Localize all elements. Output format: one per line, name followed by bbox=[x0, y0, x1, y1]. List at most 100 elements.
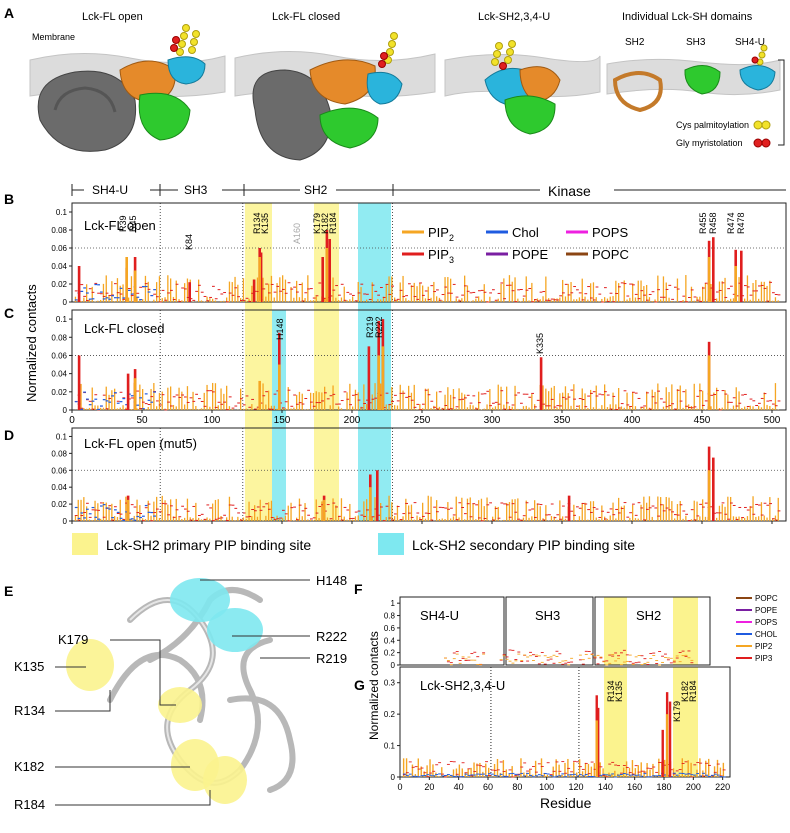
noise-bar-pip2 bbox=[550, 387, 553, 410]
noise-bar-pip2 bbox=[598, 301, 600, 302]
noise-bar-pip2 bbox=[164, 408, 166, 410]
noise-bar-pip2 bbox=[534, 500, 536, 521]
noise-bar-pip2 bbox=[497, 506, 499, 521]
noise-bar-pip2 bbox=[458, 388, 460, 410]
noise-bar-pip2 bbox=[363, 501, 365, 521]
noise-bar-pip2 bbox=[494, 406, 497, 410]
noise-bar-pip2 bbox=[654, 391, 656, 410]
noise-bar-pip2 bbox=[615, 518, 617, 521]
noise-bar-pip2 bbox=[508, 275, 511, 302]
noise-bar-pip2 bbox=[371, 282, 373, 302]
bar-pip3-40 bbox=[126, 373, 130, 410]
noise-bar-pip2 bbox=[245, 519, 247, 521]
domain-sh2: SH2 bbox=[304, 183, 328, 197]
noise-bar-pip2 bbox=[94, 301, 96, 302]
panel-c-letter: C bbox=[4, 305, 14, 321]
f-ytick-label: 1 bbox=[391, 599, 396, 608]
noise-bar-pip2 bbox=[248, 298, 250, 302]
fg-xticks: 0 20 40 60 80 100 120 140 160 180 200 220 bbox=[397, 777, 730, 792]
noise-bar-pip2 bbox=[130, 409, 133, 410]
noise-bar-pip2 bbox=[671, 501, 673, 521]
g-noise-pip2 bbox=[441, 767, 443, 777]
g-noise-pip2 bbox=[681, 758, 683, 777]
ytick-label: 0 bbox=[63, 406, 68, 415]
noise-bar-pip2 bbox=[531, 516, 533, 521]
g-xtick-label: 0 bbox=[397, 782, 402, 792]
noise-bar-pip2 bbox=[80, 499, 82, 521]
noise-bar-pip2 bbox=[643, 286, 645, 302]
noise-bar-pip2 bbox=[452, 516, 455, 521]
noise-bar-pip2 bbox=[352, 519, 354, 521]
bar-pip2-213 bbox=[369, 487, 372, 521]
noise-bar-pip2 bbox=[716, 298, 718, 302]
noise-bar-pip2 bbox=[209, 518, 211, 521]
noise-bar-pip2 bbox=[702, 286, 704, 302]
g-noise-pip2 bbox=[708, 758, 710, 777]
noise-bar-pip2 bbox=[94, 405, 96, 410]
bar-pip3-335 bbox=[539, 357, 543, 410]
noise-bar-pip2 bbox=[181, 391, 183, 410]
ytick-label: 0.1 bbox=[56, 315, 68, 324]
noise-bar-pip2 bbox=[170, 386, 172, 410]
noise-bar-pip2 bbox=[363, 300, 365, 302]
noise-bar-pip2 bbox=[413, 384, 415, 410]
g-noise-pip2 bbox=[411, 764, 414, 777]
noise-bar-pip2 bbox=[153, 383, 155, 410]
noise-bar-pip2 bbox=[354, 389, 357, 410]
g-noise-pip2 bbox=[432, 764, 434, 777]
panel-e-letter: E bbox=[4, 583, 13, 599]
g-noise-pip2 bbox=[584, 762, 587, 777]
ytick-label: 0.08 bbox=[51, 449, 67, 458]
g-noise-pip2 bbox=[461, 768, 463, 777]
noise-bar-pip2 bbox=[623, 407, 625, 410]
noise-bar-pip2 bbox=[623, 280, 625, 302]
xtick-label: 150 bbox=[274, 415, 291, 426]
noise-bar-pip2 bbox=[461, 497, 463, 521]
noise-bar-pip2 bbox=[200, 519, 203, 521]
noise-bar-pip2 bbox=[338, 516, 340, 521]
g-noise-pip2 bbox=[402, 758, 405, 777]
g-noise-pip2 bbox=[529, 769, 531, 777]
noise-bar-pip2 bbox=[195, 502, 197, 521]
noise-bar-pip2 bbox=[528, 407, 530, 410]
g-noise-pip2 bbox=[620, 775, 622, 777]
noise-bar-pip2 bbox=[83, 497, 85, 521]
fg-binding-regions bbox=[604, 597, 698, 777]
noise-bar-pip2 bbox=[189, 408, 191, 410]
noise-bar-pip2 bbox=[620, 406, 623, 410]
noise-bar-pip2 bbox=[228, 496, 231, 521]
noise-bar-pip2 bbox=[338, 300, 340, 302]
noise-bar-pip2 bbox=[315, 296, 317, 302]
noise-bar-pip2 bbox=[186, 386, 189, 410]
a-title-individual: Individual Lck-SH domains bbox=[622, 11, 753, 23]
noise-bar-pip2 bbox=[293, 407, 295, 410]
g-noise-pip2 bbox=[587, 763, 590, 777]
noise-bar-pip2 bbox=[483, 506, 485, 521]
ann-r474: R474 bbox=[726, 212, 736, 234]
bcd-ylabel: Normalized contacts bbox=[24, 284, 39, 402]
ytick-label: 0 bbox=[63, 517, 68, 526]
noise-bar-pip2 bbox=[584, 296, 586, 302]
g-ann-r184: R184 bbox=[688, 680, 698, 702]
c-title: Lck-FL closed bbox=[84, 321, 164, 336]
g-noise-pip2 bbox=[555, 759, 557, 777]
noise-bar-pip2 bbox=[637, 280, 639, 302]
noise-bar-pip2 bbox=[419, 282, 421, 302]
g-noise-pip2 bbox=[414, 774, 417, 777]
g-xtick-label: 220 bbox=[715, 782, 730, 792]
noise-bar-pip2 bbox=[724, 277, 726, 302]
legend-pip3: PIP3 bbox=[428, 247, 454, 265]
fg-legend-pip3: PIP3 bbox=[755, 654, 773, 663]
noise-bar-pip2 bbox=[147, 407, 149, 410]
noise-bar-pip2 bbox=[760, 281, 763, 302]
noise-bar-pip2 bbox=[640, 280, 642, 302]
fg-grid bbox=[490, 667, 580, 777]
noise-bar-pip2 bbox=[265, 404, 267, 410]
noise-bar-pip2 bbox=[158, 392, 161, 410]
noise-bar-pip2 bbox=[480, 299, 483, 302]
g-bar-pip3-179 bbox=[661, 729, 664, 777]
noise-bar-pip2 bbox=[293, 520, 295, 521]
noise-bar-pip2 bbox=[578, 297, 581, 302]
noise-bar-pip2 bbox=[472, 300, 474, 302]
noise-bar-pip2 bbox=[545, 505, 547, 521]
